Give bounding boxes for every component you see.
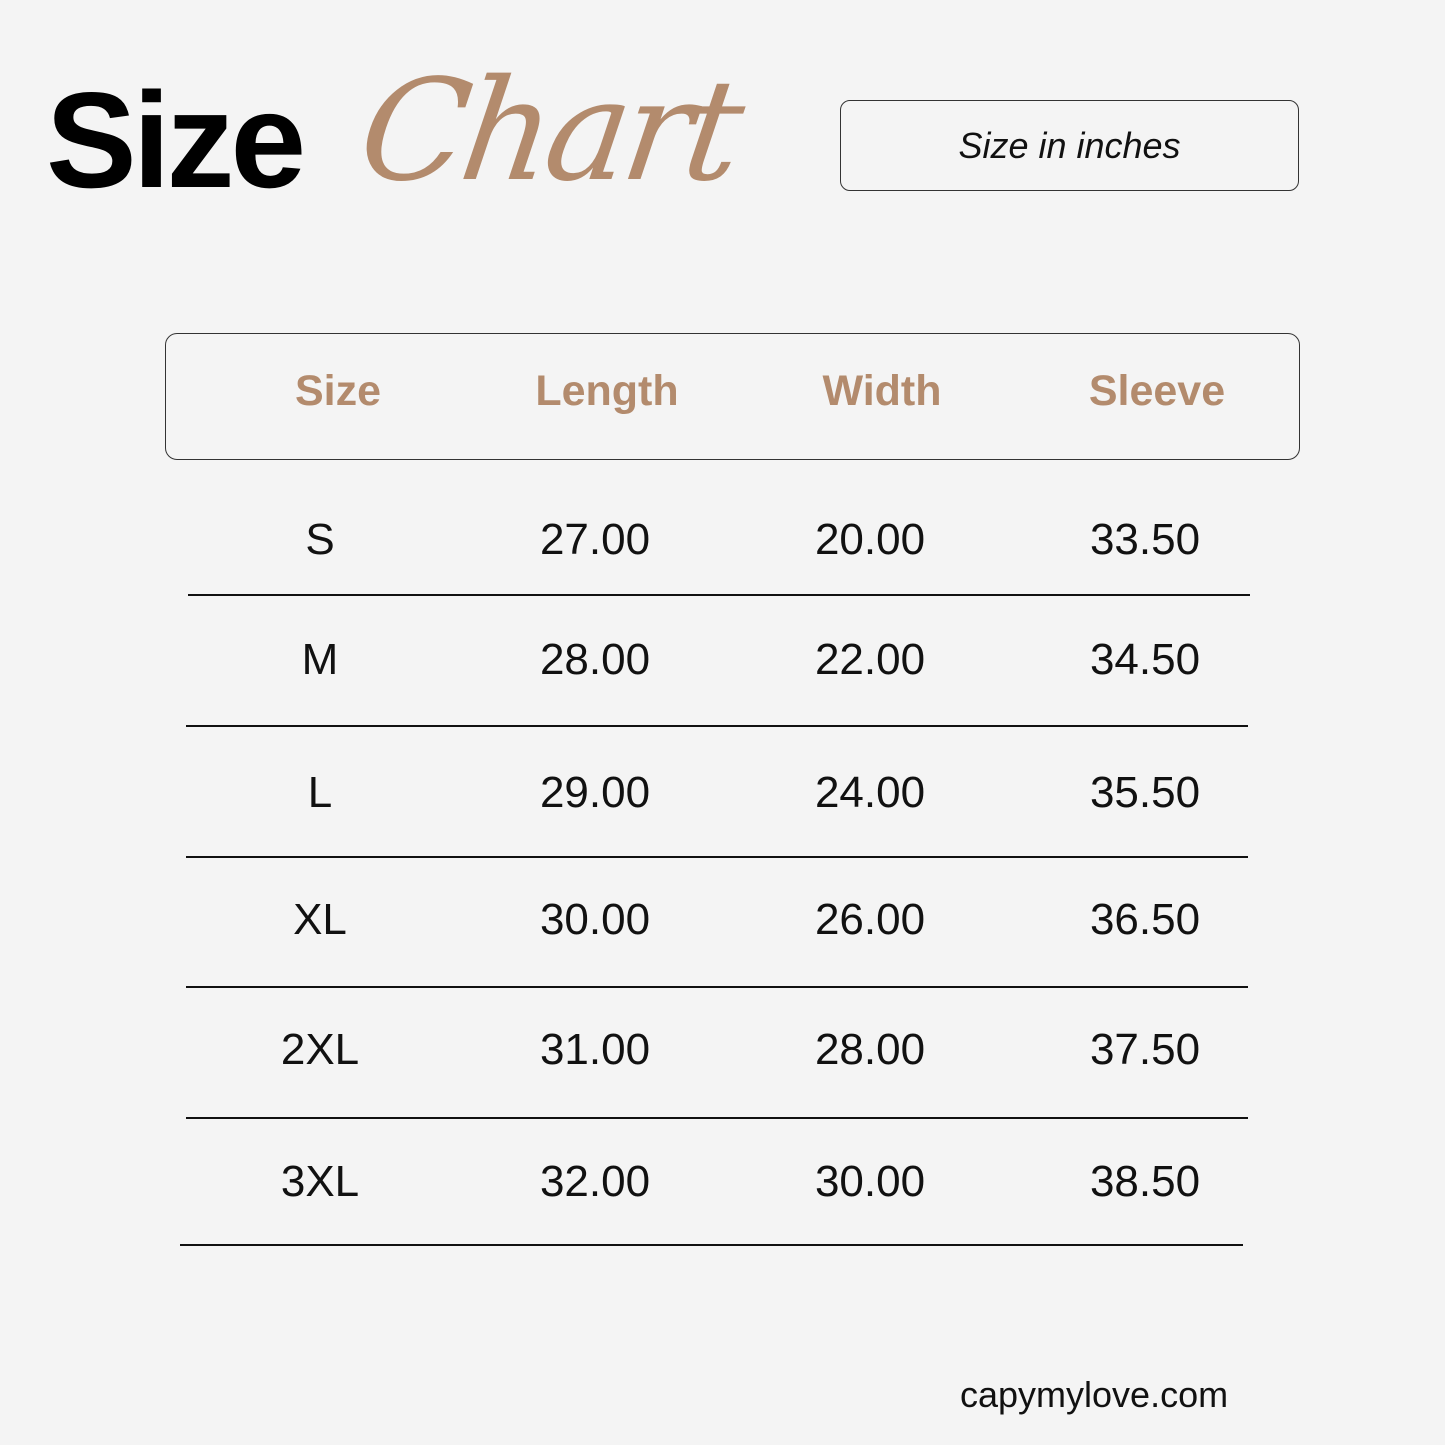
footer-website: capymylove.com — [960, 1374, 1229, 1415]
table-cell: 27.00 — [539, 515, 651, 564]
table-cell: M — [301, 635, 339, 684]
table-cell: 35.50 — [1089, 768, 1201, 817]
table-cell: 31.00 — [539, 1025, 651, 1074]
row-divider — [186, 1117, 1248, 1119]
row-divider — [180, 1244, 1243, 1246]
table-cell: 37.50 — [1089, 1025, 1201, 1074]
table-cell: 38.50 — [1089, 1157, 1201, 1206]
row-divider — [186, 725, 1248, 727]
table-cell: 24.00 — [814, 768, 926, 817]
table-cell: 22.00 — [814, 635, 926, 684]
table-cell: L — [307, 768, 333, 817]
row-divider — [188, 594, 1250, 596]
title-chart: Chart — [350, 50, 748, 213]
row-divider — [186, 986, 1248, 988]
table-cell: 2XL — [280, 1025, 360, 1074]
column-header-width: Width — [822, 367, 942, 415]
table-cell: XL — [293, 895, 347, 944]
table-header — [165, 333, 1300, 460]
table-cell: 28.00 — [539, 635, 651, 684]
table-cell: 30.00 — [814, 1157, 926, 1206]
column-header-size: Size — [294, 367, 382, 415]
units-label: Size in inches — [840, 100, 1299, 191]
column-header-length: Length — [535, 367, 679, 415]
table-cell: 20.00 — [814, 515, 926, 564]
table-cell: 32.00 — [539, 1157, 651, 1206]
table-cell: 34.50 — [1089, 635, 1201, 684]
table-cell: 26.00 — [814, 895, 926, 944]
table-cell: 36.50 — [1089, 895, 1201, 944]
table-cell: 33.50 — [1089, 515, 1201, 564]
table-cell: 30.00 — [539, 895, 651, 944]
title-size: Size — [46, 64, 306, 216]
row-divider — [186, 856, 1248, 858]
table-cell: S — [305, 515, 335, 564]
column-header-sleeve: Sleeve — [1088, 367, 1226, 415]
table-cell: 3XL — [280, 1157, 360, 1206]
table-cell: 29.00 — [539, 768, 651, 817]
table-cell: 28.00 — [814, 1025, 926, 1074]
